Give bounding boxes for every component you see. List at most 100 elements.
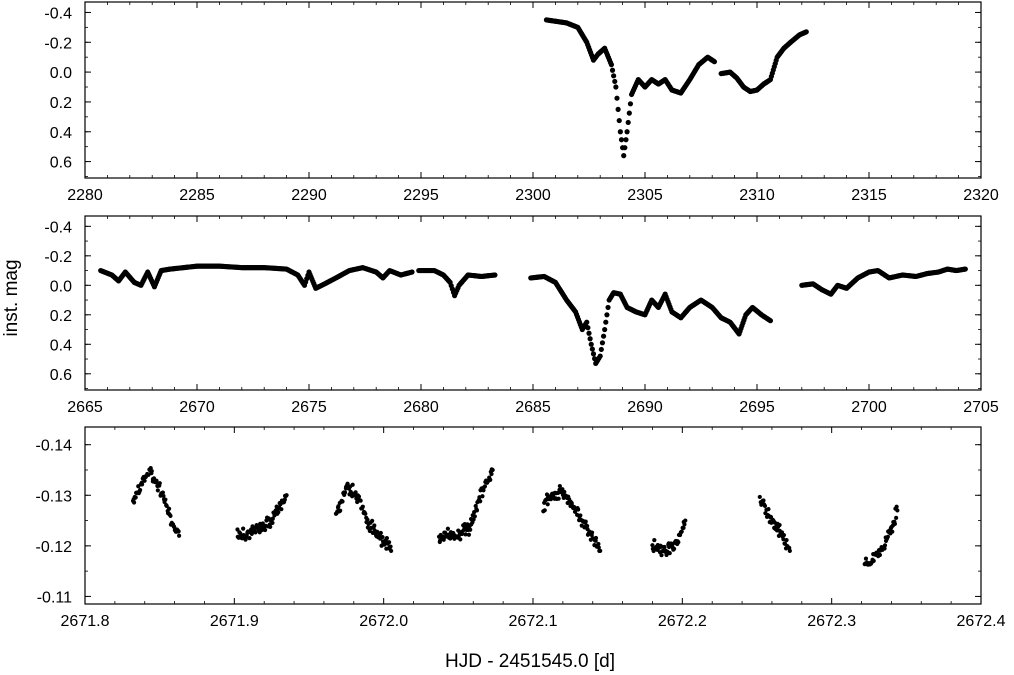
data-point: [166, 506, 172, 511]
data-point: [172, 524, 177, 529]
data-point: [604, 312, 610, 318]
data-point: [466, 532, 472, 537]
data-point: [621, 153, 627, 159]
data-point: [762, 503, 768, 508]
data-point: [247, 535, 252, 541]
data-point: [154, 478, 159, 483]
data-point: [593, 535, 599, 541]
data-point: [882, 543, 888, 548]
data-point: [471, 517, 476, 522]
data-point: [781, 533, 786, 538]
data-point: [863, 556, 869, 561]
data-point: [589, 530, 595, 535]
data-point: [556, 496, 561, 501]
panel-bottom: 2671.8 2671.9 2672.0 2672.1 2672.2 2672.3 2672…: [36, 426, 1006, 630]
data-point: [163, 497, 168, 502]
x-tick-label: 2695: [739, 399, 775, 416]
data-point: [578, 513, 583, 518]
data-point: [623, 137, 629, 143]
x-tick-label: 2672.4: [957, 613, 1006, 630]
data-point: [871, 558, 876, 563]
x-tick-label: 2295: [403, 187, 439, 204]
data-point: [474, 508, 480, 513]
data-point: [478, 499, 483, 504]
data-point: [356, 494, 362, 499]
data-point: [345, 481, 350, 486]
data-point: [596, 545, 601, 550]
data-point: [679, 529, 684, 534]
data-point: [603, 319, 609, 325]
y-tick-label: -0.14: [36, 438, 73, 455]
data-point: [608, 62, 615, 68]
data-point: [666, 544, 672, 550]
y-tick-label: -0.13: [36, 488, 73, 505]
data-point: [270, 516, 275, 521]
data-point: [358, 498, 363, 503]
data-point: [448, 536, 453, 541]
data-point: [766, 507, 771, 512]
data-point: [140, 482, 145, 487]
data-point: [249, 531, 254, 536]
data-point: [372, 523, 377, 528]
data-point: [157, 481, 162, 486]
data-point: [472, 514, 477, 519]
y-axis-title: inst. mag: [1, 259, 22, 336]
data-point: [441, 537, 446, 542]
x-tick-label: 2685: [515, 399, 551, 416]
x-tick-label: 2670: [179, 399, 215, 416]
data-point: [586, 330, 592, 336]
panel-middle: 2665 2670 2675 2680 2685 2690 2695 2700 2705 -0.4…: [44, 215, 999, 416]
y-tick-label: -0.4: [44, 219, 72, 236]
data-point: [895, 508, 900, 513]
data-point: [599, 340, 606, 346]
data-point: [387, 540, 392, 545]
data-point: [894, 504, 899, 509]
data-point: [545, 502, 550, 507]
x-tick-label: 2705: [963, 399, 999, 416]
data-point: [681, 525, 686, 530]
data-point: [284, 493, 289, 498]
data-point: [492, 272, 498, 278]
data-point: [363, 511, 368, 516]
data-point: [336, 504, 341, 509]
data-point: [662, 544, 667, 550]
data-point: [155, 488, 160, 493]
data-point: [557, 483, 562, 489]
data-point: [625, 119, 631, 126]
data-point: [683, 518, 688, 523]
data-point: [761, 498, 766, 503]
data-point: [767, 318, 774, 324]
data-point: [576, 507, 581, 512]
data-point: [667, 551, 672, 556]
data-point: [615, 106, 621, 112]
data-point: [489, 471, 494, 477]
data-point: [342, 490, 348, 495]
y-tick-label: 0.6: [50, 155, 72, 172]
x-tick-label: 2675: [291, 399, 327, 416]
data-point: [176, 529, 181, 534]
data-point: [590, 351, 597, 357]
x-tick-label: 2680: [403, 399, 439, 416]
data-point: [611, 73, 617, 79]
data-point: [602, 326, 608, 333]
data-point: [276, 510, 281, 515]
data-point: [445, 526, 450, 531]
data-point: [482, 484, 488, 489]
x-tick-label: 2690: [627, 399, 663, 416]
data-point: [176, 533, 182, 538]
data-point: [787, 548, 792, 554]
data-point: [490, 467, 495, 473]
data-point: [338, 508, 343, 513]
y-tick-label: -0.2: [44, 249, 72, 266]
data-point: [268, 524, 273, 530]
data-point: [617, 129, 623, 135]
data-point: [260, 521, 265, 526]
y-tick-label: -0.4: [44, 5, 72, 22]
data-point: [585, 523, 590, 529]
y-tick-label: 0.0: [50, 65, 72, 82]
x-tick-label: 2671.9: [210, 613, 259, 630]
data-point: [138, 487, 143, 493]
data-point: [360, 504, 365, 509]
x-tick-label: 2285: [179, 187, 215, 204]
data-point: [962, 266, 968, 272]
